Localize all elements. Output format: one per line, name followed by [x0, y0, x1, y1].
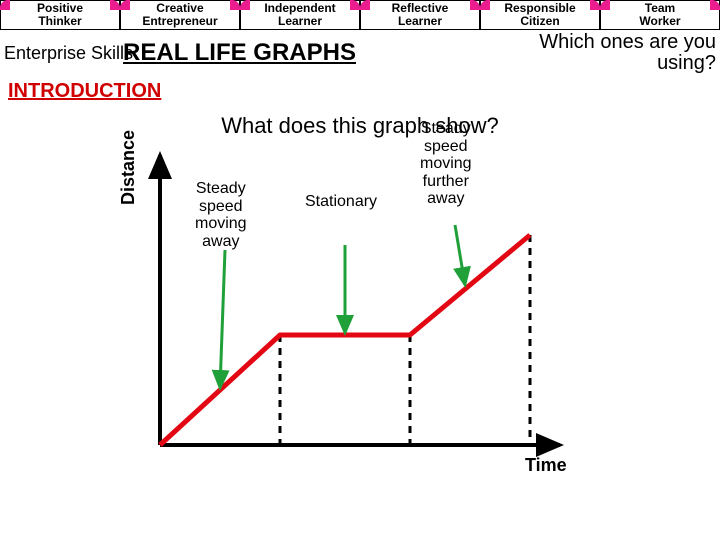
- annotation-stationary: Stationary: [305, 193, 377, 211]
- skills-label: Enterprise Skills: [4, 43, 133, 64]
- page-title: REAL LIFE GRAPHS: [123, 39, 356, 67]
- tab-label: CreativeEntrepreneur: [142, 2, 217, 28]
- tab-corner-icon: [360, 0, 370, 10]
- tab-label: ReflectiveLearner: [392, 2, 449, 28]
- chart-question: What does this graph show?: [0, 105, 720, 145]
- tabs-row: PositiveThinker CreativeEntrepreneur Ind…: [0, 0, 720, 30]
- tab-creative-entrepreneur[interactable]: CreativeEntrepreneur: [120, 0, 240, 30]
- tab-corner-icon: [110, 0, 120, 10]
- tab-team-worker[interactable]: TeamWorker: [600, 0, 720, 30]
- tab-corner-icon: [710, 0, 720, 10]
- skills-row: Enterprise Skills REAL LIFE GRAPHS Which…: [0, 30, 720, 76]
- tab-corner-icon: [350, 0, 360, 10]
- tab-label: TeamWorker: [639, 2, 680, 28]
- tab-corner-icon: [240, 0, 250, 10]
- tab-independent-learner[interactable]: IndependentLearner: [240, 0, 360, 30]
- section-intro: INTRODUCTION: [0, 76, 720, 105]
- tab-corner-icon: [590, 0, 600, 10]
- tab-label: PositiveThinker: [37, 2, 83, 28]
- y-axis-label: Distance: [118, 130, 139, 205]
- tab-corner-icon: [120, 0, 130, 10]
- annotation-steady-further: Steadyspeedmovingfurtheraway: [420, 120, 472, 208]
- tab-responsible-citizen[interactable]: ResponsibleCitizen: [480, 0, 600, 30]
- distance-time-chart: Distance Time Steadyspeedmovingaway Stat…: [0, 145, 720, 525]
- tab-label: IndependentLearner: [264, 2, 335, 28]
- x-axis-label: Time: [525, 455, 567, 476]
- tab-label: ResponsibleCitizen: [504, 2, 575, 28]
- tab-corner-icon: [230, 0, 240, 10]
- tab-reflective-learner[interactable]: ReflectiveLearner: [360, 0, 480, 30]
- tab-corner-icon: [0, 0, 10, 10]
- tab-corner-icon: [600, 0, 610, 10]
- tab-positive-thinker[interactable]: PositiveThinker: [0, 0, 120, 30]
- tab-corner-icon: [470, 0, 480, 10]
- tab-corner-icon: [480, 0, 490, 10]
- skills-question: Which ones are youusing?: [539, 32, 716, 74]
- annotation-steady-away: Steadyspeedmovingaway: [195, 180, 247, 250]
